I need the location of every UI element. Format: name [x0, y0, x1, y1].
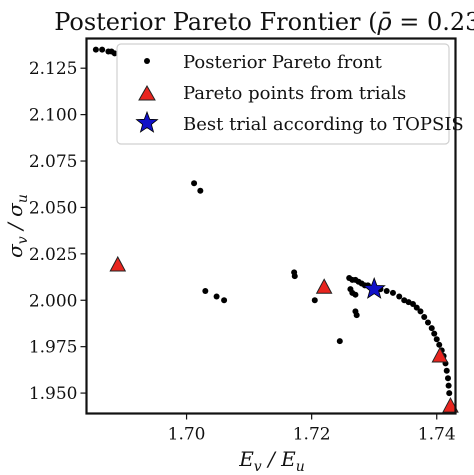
pareto-front-point: [111, 50, 118, 57]
pareto-front-point: [413, 304, 420, 311]
legend-label-trials: Pareto points from trials: [183, 83, 406, 104]
pareto-front-point: [409, 300, 416, 307]
pareto-front-point: [433, 336, 440, 343]
y-tick-label: 2.100: [29, 106, 78, 126]
plot-frame: [85, 37, 457, 415]
legend: Posterior Pareto front Pareto points fro…: [116, 43, 464, 145]
pareto-front-point: [396, 293, 403, 300]
pareto-front-point: [389, 289, 396, 296]
legend-box: [116, 43, 450, 145]
y-tick-label: 2.075: [29, 152, 78, 172]
pareto-front-point: [431, 330, 438, 337]
pareto-front-point: [291, 273, 298, 280]
legend-triangle-marker: [138, 84, 156, 101]
pareto-front-point: [311, 297, 318, 304]
trial-pareto-point: [442, 397, 459, 413]
chart-title: Posterior Pareto Frontier (ρ̄ = 0.23): [54, 8, 474, 36]
y-tick-label: 2.025: [29, 245, 78, 265]
pareto-front-point: [202, 287, 209, 294]
legend-star-marker: [135, 110, 159, 133]
pareto-front-point: [92, 46, 99, 53]
y-tick-label: 1.975: [29, 338, 78, 358]
pareto-front-point: [444, 375, 451, 382]
x-tick-label: 1.74: [418, 425, 456, 445]
legend-dot-marker: [144, 58, 150, 64]
trial-pareto-point: [109, 255, 127, 272]
axis-ticks: 1.70 1.72 1.74 1.950 1.975 2.000 2.025 2.050 2.0…: [29, 59, 456, 444]
pareto-front-point: [428, 325, 435, 332]
legend-label-front: Posterior Pareto front: [183, 52, 383, 73]
pareto-front-point: [446, 390, 453, 397]
pareto-front-point: [421, 313, 428, 320]
pareto-front-point: [353, 312, 360, 319]
y-tick-label: 2.000: [29, 291, 78, 311]
pareto-front-point: [191, 180, 198, 187]
y-tick-label: 2.050: [29, 198, 78, 218]
pareto-front-point: [417, 308, 424, 315]
trial-pareto-point: [315, 278, 333, 294]
pareto-front-point: [424, 319, 431, 326]
plot-marks: [92, 46, 459, 413]
topsis-best-point: [362, 276, 386, 299]
pareto-front-point: [445, 382, 452, 389]
y-tick-label: 1.950: [29, 384, 78, 404]
x-tick-label: 1.70: [168, 425, 206, 445]
pareto-front-point: [352, 291, 359, 298]
pareto-front-point: [436, 341, 443, 348]
pareto-front-point: [197, 187, 204, 194]
x-axis-label: Ev / Eu: [238, 447, 305, 475]
pareto-front-point: [221, 297, 228, 304]
y-tick-label: 2.125: [29, 59, 78, 79]
y-axis-label: σv / σu: [3, 194, 31, 258]
trial-pareto-point: [431, 346, 449, 363]
pareto-front-point: [99, 46, 106, 53]
pareto-front-point: [383, 287, 390, 294]
pareto-front-point: [213, 293, 220, 300]
legend-label-topsis: Best trial according to TOPSIS: [183, 114, 464, 135]
x-tick-label: 1.72: [293, 425, 331, 445]
pareto-front-point: [443, 367, 450, 374]
pareto-front-point: [336, 338, 343, 345]
